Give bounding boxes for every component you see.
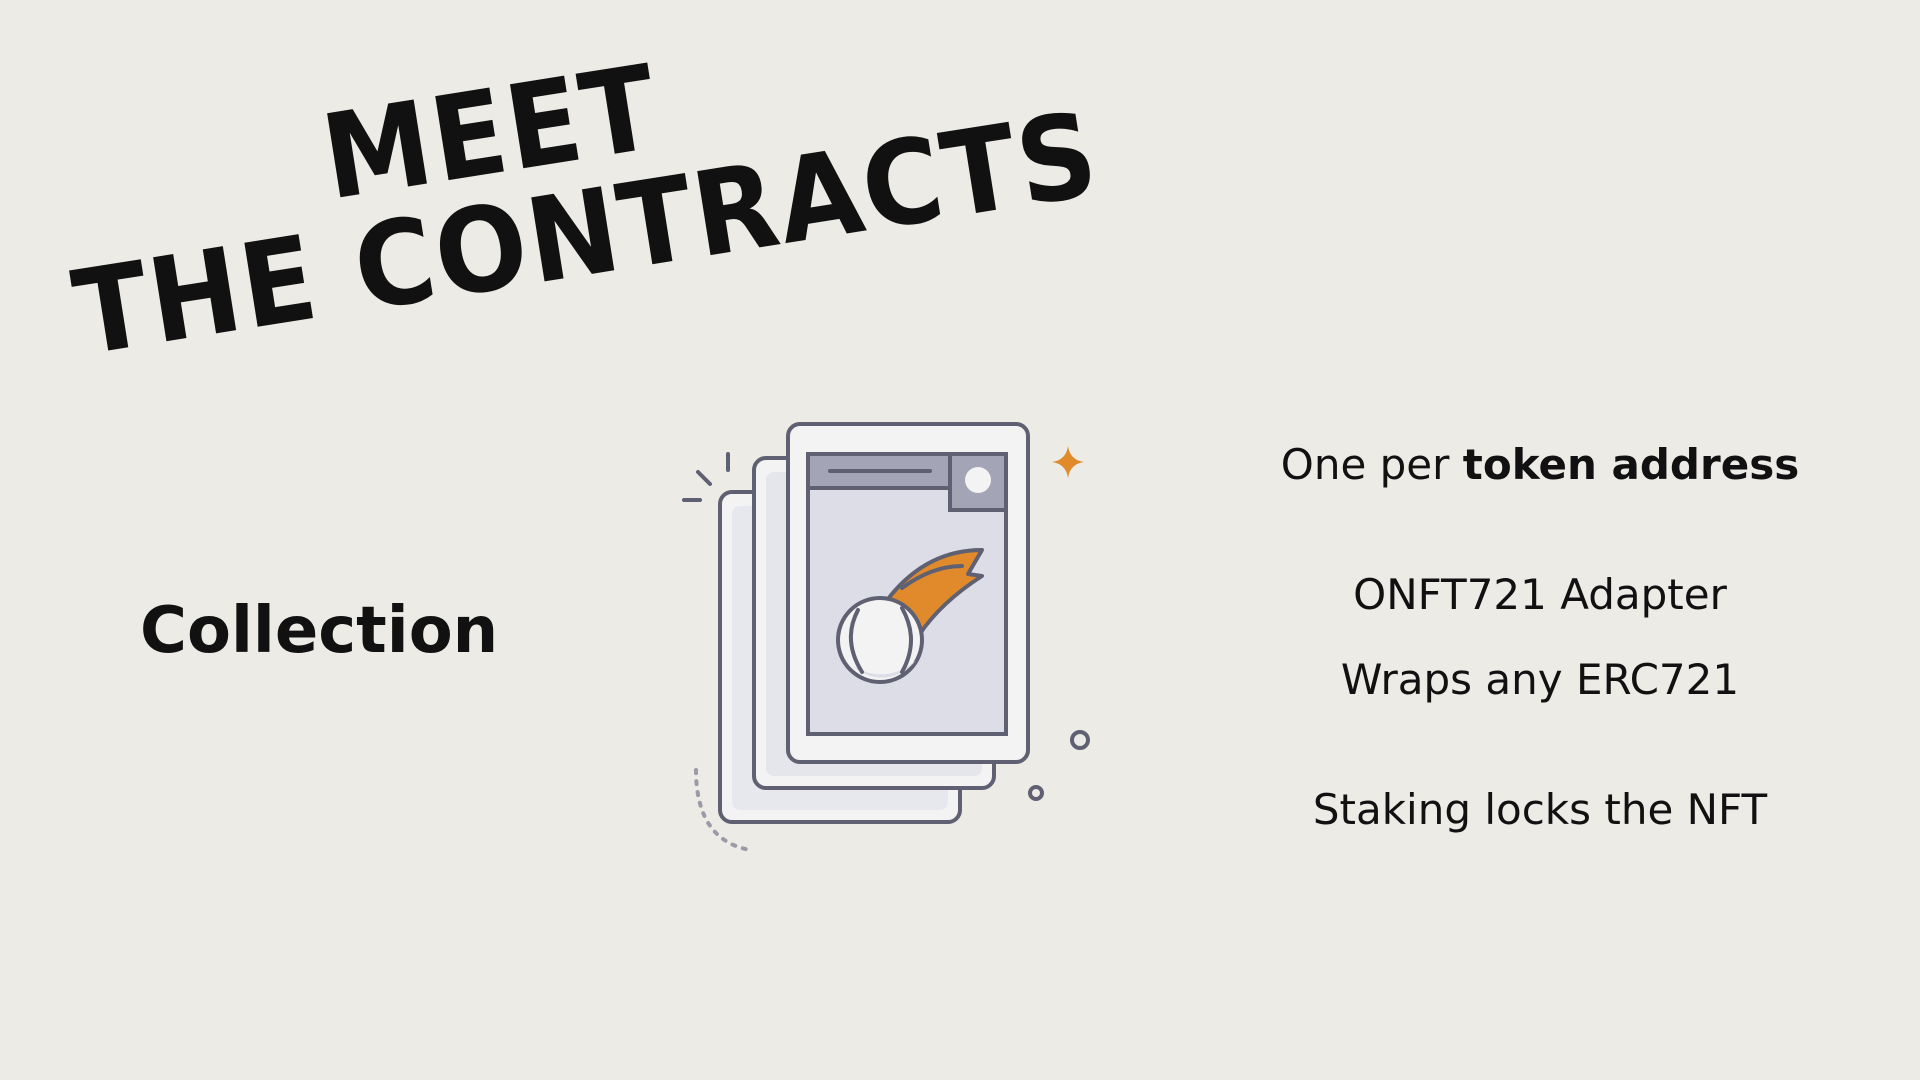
- baseball-card-stack-icon: [670, 410, 1110, 870]
- description-line-1-prefix: One per: [1280, 440, 1463, 489]
- section-label: Collection: [140, 594, 499, 668]
- headline: MEET THE CONTRACTS: [40, 0, 1107, 406]
- description-line-4: Staking locks the NFT: [1312, 785, 1768, 834]
- description-line-3: Wraps any ERC721: [1340, 655, 1740, 704]
- description-line-2: ONFT721 Adapter: [1353, 570, 1727, 619]
- description-line-1: One per token address: [1240, 440, 1840, 490]
- description-line-1-bold: token address: [1462, 440, 1800, 489]
- baseball-card-svg: [682, 422, 1090, 852]
